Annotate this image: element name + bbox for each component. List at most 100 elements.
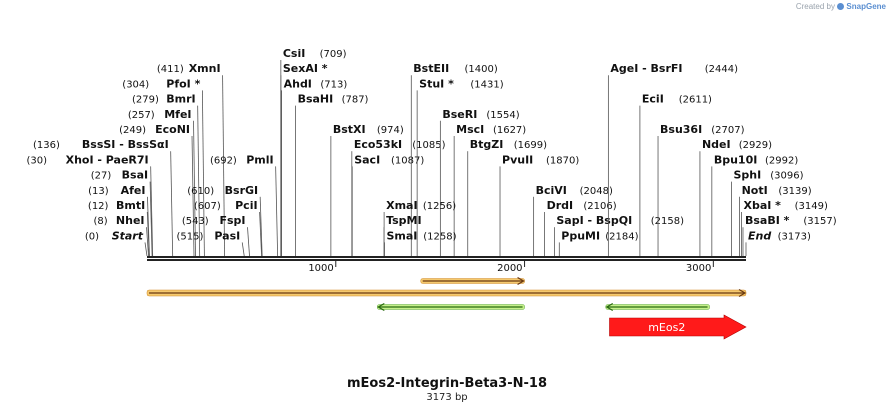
site-pasi[interactable]: PasI (515) bbox=[177, 229, 245, 257]
site-bsteii[interactable]: BstEII (1400) bbox=[410, 62, 498, 256]
backbone-top-strand bbox=[147, 256, 746, 258]
credit-prefix: Created by bbox=[795, 2, 835, 11]
site-position: (27) bbox=[91, 171, 112, 182]
site-sexai[interactable]: SexAI * bbox=[280, 62, 328, 256]
site-xbai[interactable]: XbaI * (3149) bbox=[741, 199, 828, 256]
site-bseri[interactable]: BseRI (1554) bbox=[439, 108, 520, 256]
site-fspi[interactable]: FspI (543) bbox=[182, 214, 250, 257]
site-pfoi[interactable]: PfoI * (304) bbox=[122, 77, 205, 257]
site-position: (2048) bbox=[580, 186, 613, 197]
site-name: PciI bbox=[235, 199, 257, 212]
site-name: PpuMI bbox=[561, 229, 600, 242]
site-nhei[interactable]: NheI (8) bbox=[94, 214, 149, 257]
site-saci[interactable]: SacI (1087) bbox=[351, 153, 424, 256]
site-name: SapI - BspQI bbox=[556, 214, 632, 227]
feature-orf-long[interactable] bbox=[146, 288, 747, 298]
site-btgzi[interactable]: BtgZI (1699) bbox=[467, 138, 547, 256]
site-drdi[interactable]: DrdI (2106) bbox=[544, 199, 617, 256]
site-leader bbox=[275, 166, 279, 257]
site-pvuii[interactable]: PvuII (1870) bbox=[499, 153, 579, 256]
site-pcii[interactable]: PciI (607) bbox=[194, 199, 262, 257]
site-mfei[interactable]: MfeI (257) bbox=[128, 108, 196, 257]
site-position: (709) bbox=[320, 49, 347, 60]
site-ecii[interactable]: EciI (2611) bbox=[639, 93, 712, 256]
site-bsu36i[interactable]: Bsu36I (2707) bbox=[657, 123, 745, 256]
site-leader bbox=[259, 196, 263, 257]
site-name: XhoI - PaeR7I bbox=[66, 153, 149, 166]
site-ahdi[interactable]: AhdI (713) bbox=[281, 77, 348, 256]
site-econi[interactable]: EcoNI (249) bbox=[119, 123, 195, 257]
site-name: SphI bbox=[733, 169, 761, 182]
site-stui[interactable]: StuI * (1431) bbox=[416, 77, 504, 256]
site-name: Bpu10I bbox=[714, 153, 758, 166]
site-xhoi-paer7i[interactable]: XhoI - PaeR7I (30) bbox=[27, 153, 154, 257]
site-name: BseRI bbox=[442, 108, 477, 121]
site-name: BsaI bbox=[122, 169, 148, 182]
orf-arrowhead bbox=[517, 276, 525, 286]
site-leader bbox=[146, 227, 149, 257]
site-name: XmnI bbox=[189, 62, 221, 75]
feature-meos2[interactable]: mEos2 bbox=[609, 314, 747, 340]
site-position: (1087) bbox=[391, 155, 424, 166]
site-position: (1258) bbox=[423, 231, 456, 242]
site-bstxi[interactable]: BstXI (974) bbox=[330, 123, 404, 256]
site-end[interactable]: End (3173) bbox=[745, 229, 811, 256]
site-name: BsrGI bbox=[225, 184, 258, 197]
site-bcivi[interactable]: BciVI (2048) bbox=[533, 184, 613, 256]
site-ndei[interactable]: NdeI (2929) bbox=[699, 138, 772, 256]
site-position: (1699) bbox=[514, 140, 547, 151]
site-name: MfeI bbox=[164, 108, 191, 121]
site-position: (1870) bbox=[546, 155, 579, 166]
site-name: TspMI bbox=[386, 214, 422, 227]
scale-tick-label: 1000 bbox=[308, 263, 333, 274]
feature-orf-reverse-2[interactable] bbox=[605, 302, 710, 312]
site-bmti[interactable]: BmtI (12) bbox=[88, 199, 150, 257]
site-name: FspI bbox=[219, 214, 245, 227]
site-leader bbox=[191, 135, 195, 257]
site-name: Bsu36I bbox=[660, 123, 702, 136]
site-name: BmrI bbox=[166, 93, 195, 106]
site-position: (3139) bbox=[778, 186, 811, 197]
site-msci[interactable]: MscI (1627) bbox=[453, 123, 526, 256]
site-bsai[interactable]: BsaI (27) bbox=[91, 169, 153, 257]
orf-arrowhead bbox=[377, 302, 385, 312]
site-name: SacI bbox=[354, 153, 380, 166]
site-smai[interactable]: SmaI (1258) bbox=[384, 229, 457, 256]
site-name: SexAI * bbox=[283, 62, 328, 75]
site-sapi-bspqi[interactable]: SapI - BspQI (2158) bbox=[553, 214, 684, 256]
site-pmli[interactable]: PmlI (692) bbox=[210, 153, 279, 257]
site-leader bbox=[150, 166, 154, 257]
site-name: EciI bbox=[642, 93, 664, 106]
site-noti[interactable]: NotI (3139) bbox=[739, 184, 812, 256]
site-name: End bbox=[748, 229, 771, 242]
site-bsssi-bsss-i[interactable]: BssSI - BssSαI (136) bbox=[33, 138, 174, 257]
site-position: (30) bbox=[27, 155, 48, 166]
scale-tick-label: 2000 bbox=[497, 263, 522, 274]
site-bmri[interactable]: BmrI (279) bbox=[132, 93, 201, 257]
site-name: StuI * bbox=[419, 77, 454, 90]
site-position: (12) bbox=[88, 201, 109, 212]
site-bsahi[interactable]: BsaHI (787) bbox=[295, 93, 369, 256]
map-title: mEos2-Integrin-Beta3-N-18 bbox=[347, 376, 547, 391]
site-bsabi[interactable]: BsaBI * (3157) bbox=[742, 214, 837, 256]
site-name: BciVI bbox=[536, 184, 567, 197]
site-position: (257) bbox=[128, 110, 155, 121]
site-name: CsiI bbox=[283, 47, 305, 60]
site-name: BsaBI * bbox=[745, 214, 790, 227]
feature-orf-reverse-1[interactable] bbox=[377, 302, 525, 312]
site-bpu10i[interactable]: Bpu10I (2992) bbox=[711, 153, 799, 256]
feature-orf-short-forward[interactable] bbox=[420, 276, 525, 286]
site-agei-bsrfi[interactable]: AgeI - BsrFI (2444) bbox=[607, 62, 738, 256]
site-position: (2611) bbox=[679, 95, 712, 106]
site-start[interactable]: Start (0) bbox=[85, 229, 148, 257]
site-position: (2707) bbox=[711, 125, 744, 136]
map-length: 3173 bp bbox=[426, 392, 467, 403]
site-ppumi[interactable]: PpuMI (2184) bbox=[558, 229, 639, 256]
site-bsrgi[interactable]: BsrGI (610) bbox=[187, 184, 263, 257]
site-position: (607) bbox=[194, 201, 221, 212]
site-xmai[interactable]: XmaI (1256) bbox=[383, 199, 456, 256]
site-leader bbox=[201, 90, 205, 257]
site-sphi[interactable]: SphI (3096) bbox=[731, 169, 804, 256]
site-xmni[interactable]: XmnI (411) bbox=[157, 62, 225, 257]
site-position: (1554) bbox=[486, 110, 519, 121]
